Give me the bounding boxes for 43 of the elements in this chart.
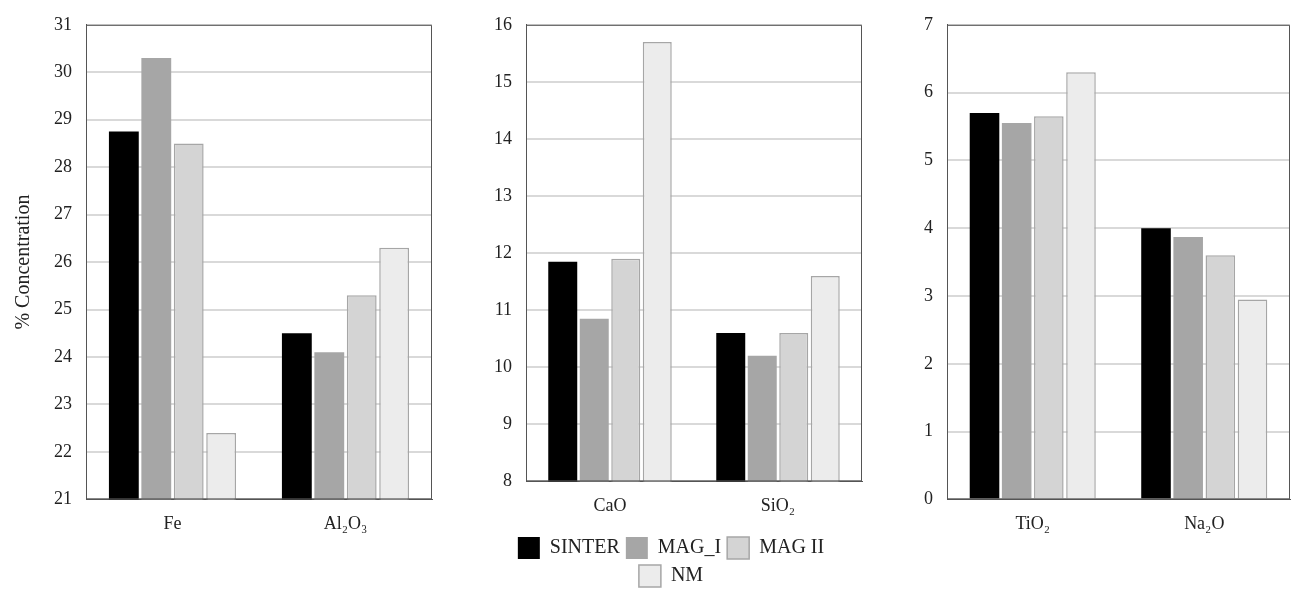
x-tick-label: Fe (163, 512, 182, 533)
y-tick-label: 7 (924, 13, 933, 34)
y-tick-label: 16 (494, 13, 512, 34)
y-tick-label: 2 (924, 352, 933, 373)
bar (1001, 123, 1032, 499)
y-tick-label: 14 (494, 127, 512, 148)
y-tick-label: 29 (54, 108, 72, 129)
bar (1173, 237, 1203, 499)
y-tick-label: 0 (924, 488, 933, 509)
y-tick-label: 24 (54, 345, 72, 366)
y-tick-label: 27 (54, 203, 72, 224)
y-tick-label: 3 (924, 284, 933, 305)
y-axis-title: % Concentration (11, 194, 34, 330)
y-tick-label: 11 (494, 298, 512, 319)
legend-label: NM (670, 563, 704, 586)
legend-label: MAG_I (657, 535, 722, 558)
y-tick-label: 25 (54, 298, 72, 319)
y-tick-label: 28 (54, 155, 72, 176)
x-tick-label: CaO (593, 494, 627, 515)
y-tick-label: 9 (503, 413, 512, 434)
bar (1141, 228, 1171, 499)
y-tick-label: 15 (494, 70, 512, 91)
y-tick-label: 22 (54, 440, 72, 461)
y-tick-label: 23 (54, 393, 72, 414)
y-tick-label: 8 (503, 470, 512, 491)
y-tick-label: 4 (924, 216, 933, 237)
x-tick-label: TiO₂ (1015, 512, 1051, 533)
y-tick-label: 6 (924, 81, 933, 102)
x-tick-label: Na₂O (1184, 512, 1225, 533)
y-tick-label: 26 (54, 250, 72, 271)
bar (969, 112, 1000, 499)
legend-label: MAG II (759, 535, 825, 558)
x-tick-label: Al₂O₃ (323, 512, 368, 533)
y-tick-label: 30 (54, 60, 72, 81)
y-tick-label: 31 (54, 13, 72, 34)
y-tick-label: 13 (494, 184, 512, 205)
y-tick-label: 1 (924, 420, 933, 441)
y-tick-label: 21 (54, 488, 72, 509)
y-tick-label: 12 (494, 241, 512, 262)
legend-label: SINTER (549, 535, 621, 558)
y-tick-label: 10 (494, 355, 512, 376)
x-tick-label: SiO₂ (760, 494, 796, 515)
y-tick-label: 5 (924, 149, 933, 170)
